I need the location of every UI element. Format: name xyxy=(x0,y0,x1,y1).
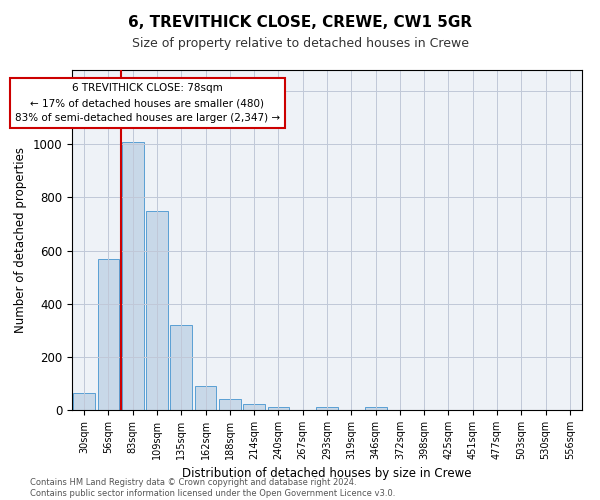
Bar xyxy=(268,407,289,410)
Bar xyxy=(170,325,192,410)
Y-axis label: Number of detached properties: Number of detached properties xyxy=(14,147,27,333)
Bar xyxy=(146,211,168,410)
Bar xyxy=(243,404,265,410)
Text: Size of property relative to detached houses in Crewe: Size of property relative to detached ho… xyxy=(131,38,469,51)
Bar xyxy=(194,386,217,410)
Text: Contains HM Land Registry data © Crown copyright and database right 2024.
Contai: Contains HM Land Registry data © Crown c… xyxy=(30,478,395,498)
Text: 6, TREVITHICK CLOSE, CREWE, CW1 5GR: 6, TREVITHICK CLOSE, CREWE, CW1 5GR xyxy=(128,15,472,30)
Bar xyxy=(316,407,338,410)
Bar xyxy=(219,400,241,410)
Bar xyxy=(97,258,119,410)
Text: 6 TREVITHICK CLOSE: 78sqm
← 17% of detached houses are smaller (480)
83% of semi: 6 TREVITHICK CLOSE: 78sqm ← 17% of detac… xyxy=(15,84,280,123)
Bar xyxy=(365,407,386,410)
X-axis label: Distribution of detached houses by size in Crewe: Distribution of detached houses by size … xyxy=(182,468,472,480)
Bar xyxy=(122,142,143,410)
Bar xyxy=(73,392,95,410)
